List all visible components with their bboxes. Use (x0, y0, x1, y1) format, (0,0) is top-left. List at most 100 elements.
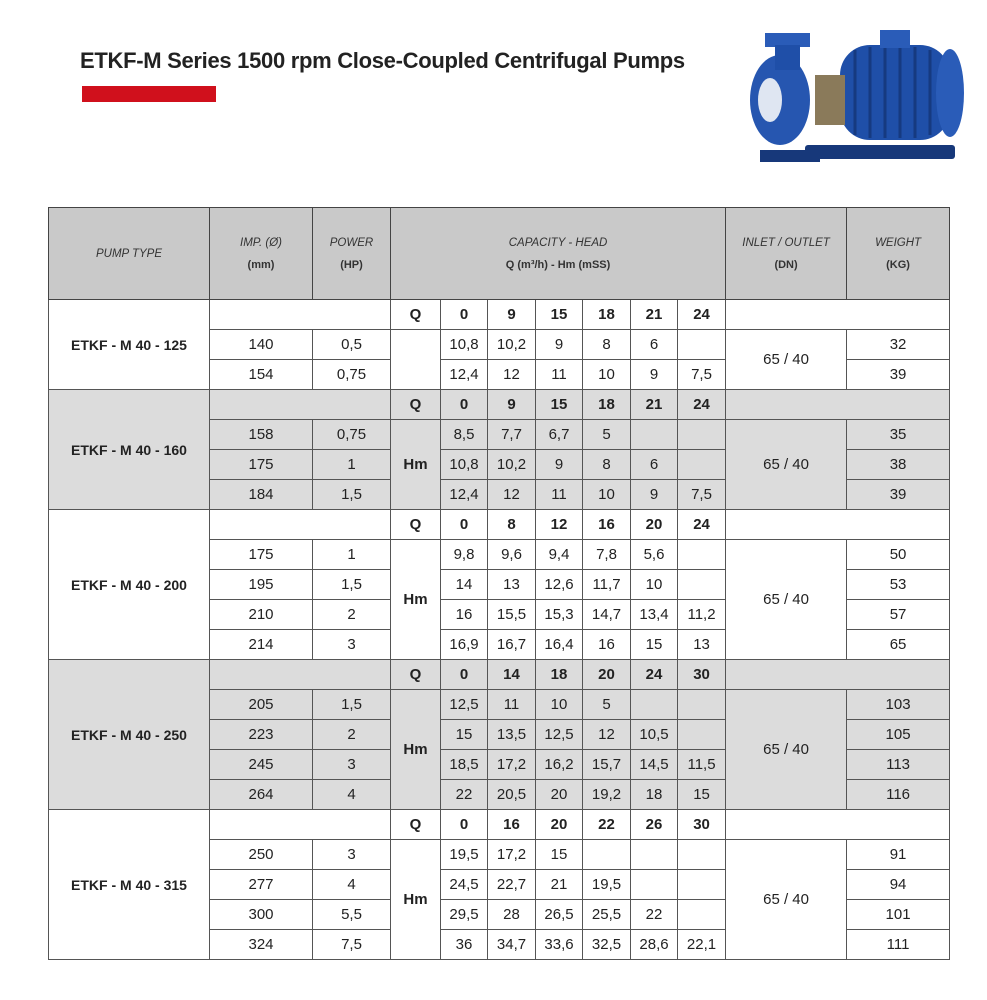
head-value-cell: 20,5 (487, 779, 536, 810)
power-cell: 3 (312, 839, 391, 870)
head-value-cell: 16 (440, 599, 488, 630)
weight-cell: 53 (846, 569, 951, 600)
head-value-cell (676, 419, 727, 450)
q-value-cell: 0 (440, 509, 488, 540)
power-cell: 3 (312, 749, 391, 780)
q-value-cell: 18 (582, 389, 631, 420)
impeller-cell: 223 (209, 719, 313, 750)
head-value-cell: 16,9 (440, 629, 488, 660)
q-value-cell: 8 (487, 509, 536, 540)
head-value-cell: 19,2 (582, 779, 631, 810)
power-cell: 2 (312, 599, 391, 630)
impeller-cell: 158 (209, 419, 313, 450)
table-body: ETKF - M 40 - 125 Q 0 9 15 18 21 24 140 0,5 10,8 10… (48, 299, 951, 960)
accent-bar (82, 86, 216, 102)
pump-type-cell: ETKF - M 40 - 250 (48, 659, 210, 810)
q-label-cell: Q (390, 509, 441, 540)
q-value-cell: 30 (676, 809, 727, 840)
head-value-cell: 8,5 (440, 419, 488, 450)
head-value-cell: 14,7 (582, 599, 631, 630)
q-row: ETKF - M 40 - 315 Q 0 16 20 22 26 30 (48, 809, 951, 960)
table-row: 245 3 18,5 17,2 16,2 15,7 14,5 11,5 113 (49, 749, 951, 780)
head-value-cell: 8 (582, 449, 631, 480)
head-value-cell: 12 (487, 359, 536, 390)
head-value-cell (676, 839, 727, 870)
impeller-cell: 140 (209, 329, 313, 360)
empty-cell (725, 509, 951, 540)
head-value-cell: 15 (630, 629, 678, 660)
header-impeller: IMP. (Ø) (mm) (209, 207, 313, 300)
head-value-cell: 12,4 (440, 479, 488, 510)
head-value-cell: 10 (630, 569, 678, 600)
power-cell: 4 (312, 869, 391, 900)
weight-cell: 39 (846, 479, 951, 510)
head-value-cell: 15,3 (535, 599, 583, 630)
power-cell: 1,5 (312, 689, 391, 720)
power-cell: 0,5 (312, 329, 391, 360)
weight-cell: 103 (846, 689, 951, 720)
weight-cell: 39 (846, 359, 951, 390)
head-value-cell: 20 (535, 779, 583, 810)
q-row: ETKF - M 40 - 250 Q 0 14 18 20 24 30 (48, 659, 951, 810)
head-value-cell: 10 (582, 479, 631, 510)
head-value-cell: 12,6 (535, 569, 583, 600)
power-cell: 3 (312, 629, 391, 660)
empty-cell (209, 509, 391, 540)
head-value-cell: 11 (535, 359, 583, 390)
weight-cell: 105 (846, 719, 951, 750)
power-cell: 1,5 (312, 479, 391, 510)
q-value-cell: 0 (440, 809, 488, 840)
power-cell: 1 (312, 449, 391, 480)
q-value-cell: 0 (440, 389, 488, 420)
weight-cell: 101 (846, 899, 951, 930)
head-value-cell: 11,7 (582, 569, 631, 600)
head-value-cell: 11,5 (676, 749, 727, 780)
head-value-cell: 9 (630, 479, 678, 510)
q-value-cell: 24 (676, 299, 727, 330)
table-row: 324 7,5 36 34,7 33,6 32,5 28,6 22,1 111 (49, 929, 951, 960)
page-title: ETKF-M Series 1500 rpm Close-Coupled Cen… (80, 48, 685, 73)
head-value-cell: 7,5 (676, 479, 727, 510)
head-value-cell: 15 (440, 719, 488, 750)
empty-cell (209, 809, 391, 840)
impeller-cell: 184 (209, 479, 313, 510)
head-value-cell: 13 (487, 569, 536, 600)
head-value-cell: 6 (630, 329, 678, 360)
header-pump-type: PUMP TYPE (48, 207, 210, 300)
table-row: 205 1,5 Hm 12,5 11 10 5 65 / 40 103 (49, 689, 951, 810)
header-imp-label: IMP. (Ø) (240, 236, 282, 249)
header-power: POWER (HP) (312, 207, 391, 300)
impeller-cell: 277 (209, 869, 313, 900)
header-capacity-label: CAPACITY - HEAD (508, 236, 608, 249)
power-cell: 1,5 (312, 569, 391, 600)
power-cell: 7,5 (312, 929, 391, 960)
impeller-cell: 154 (209, 359, 313, 390)
power-cell: 2 (312, 719, 391, 750)
head-value-cell: 5 (582, 419, 631, 450)
weight-cell: 38 (846, 449, 951, 480)
table-row: 250 3 Hm 19,5 17,2 15 65 / 40 91 (49, 839, 951, 960)
head-value-cell: 21 (535, 869, 583, 900)
head-value-cell: 12 (487, 479, 536, 510)
weight-cell: 57 (846, 599, 951, 630)
q-value-cell: 21 (630, 299, 678, 330)
head-value-cell (630, 869, 678, 900)
empty-cell (725, 809, 951, 840)
hm-label-cell (390, 329, 441, 390)
header-capacity-head: CAPACITY - HEAD Q (m³/h) - Hm (mSS) (389, 207, 727, 300)
head-value-cell: 11 (535, 479, 583, 510)
impeller-cell: 324 (209, 929, 313, 960)
head-value-cell: 9 (535, 329, 583, 360)
head-value-cell (676, 569, 727, 600)
head-value-cell: 11,2 (676, 599, 727, 630)
q-value-cell: 9 (487, 389, 536, 420)
header-inlet-outlet: INLET / OUTLET (DN) (725, 207, 848, 300)
hm-label-cell: Hm (390, 689, 441, 810)
head-value-cell: 9 (535, 449, 583, 480)
head-value-cell: 9,6 (487, 539, 536, 570)
q-value-cell: 18 (535, 659, 583, 690)
head-value-cell: 18,5 (440, 749, 488, 780)
head-value-cell: 5,6 (630, 539, 678, 570)
table-row: 277 4 24,5 22,7 21 19,5 94 (49, 869, 951, 900)
head-value-cell: 10,2 (487, 449, 536, 480)
